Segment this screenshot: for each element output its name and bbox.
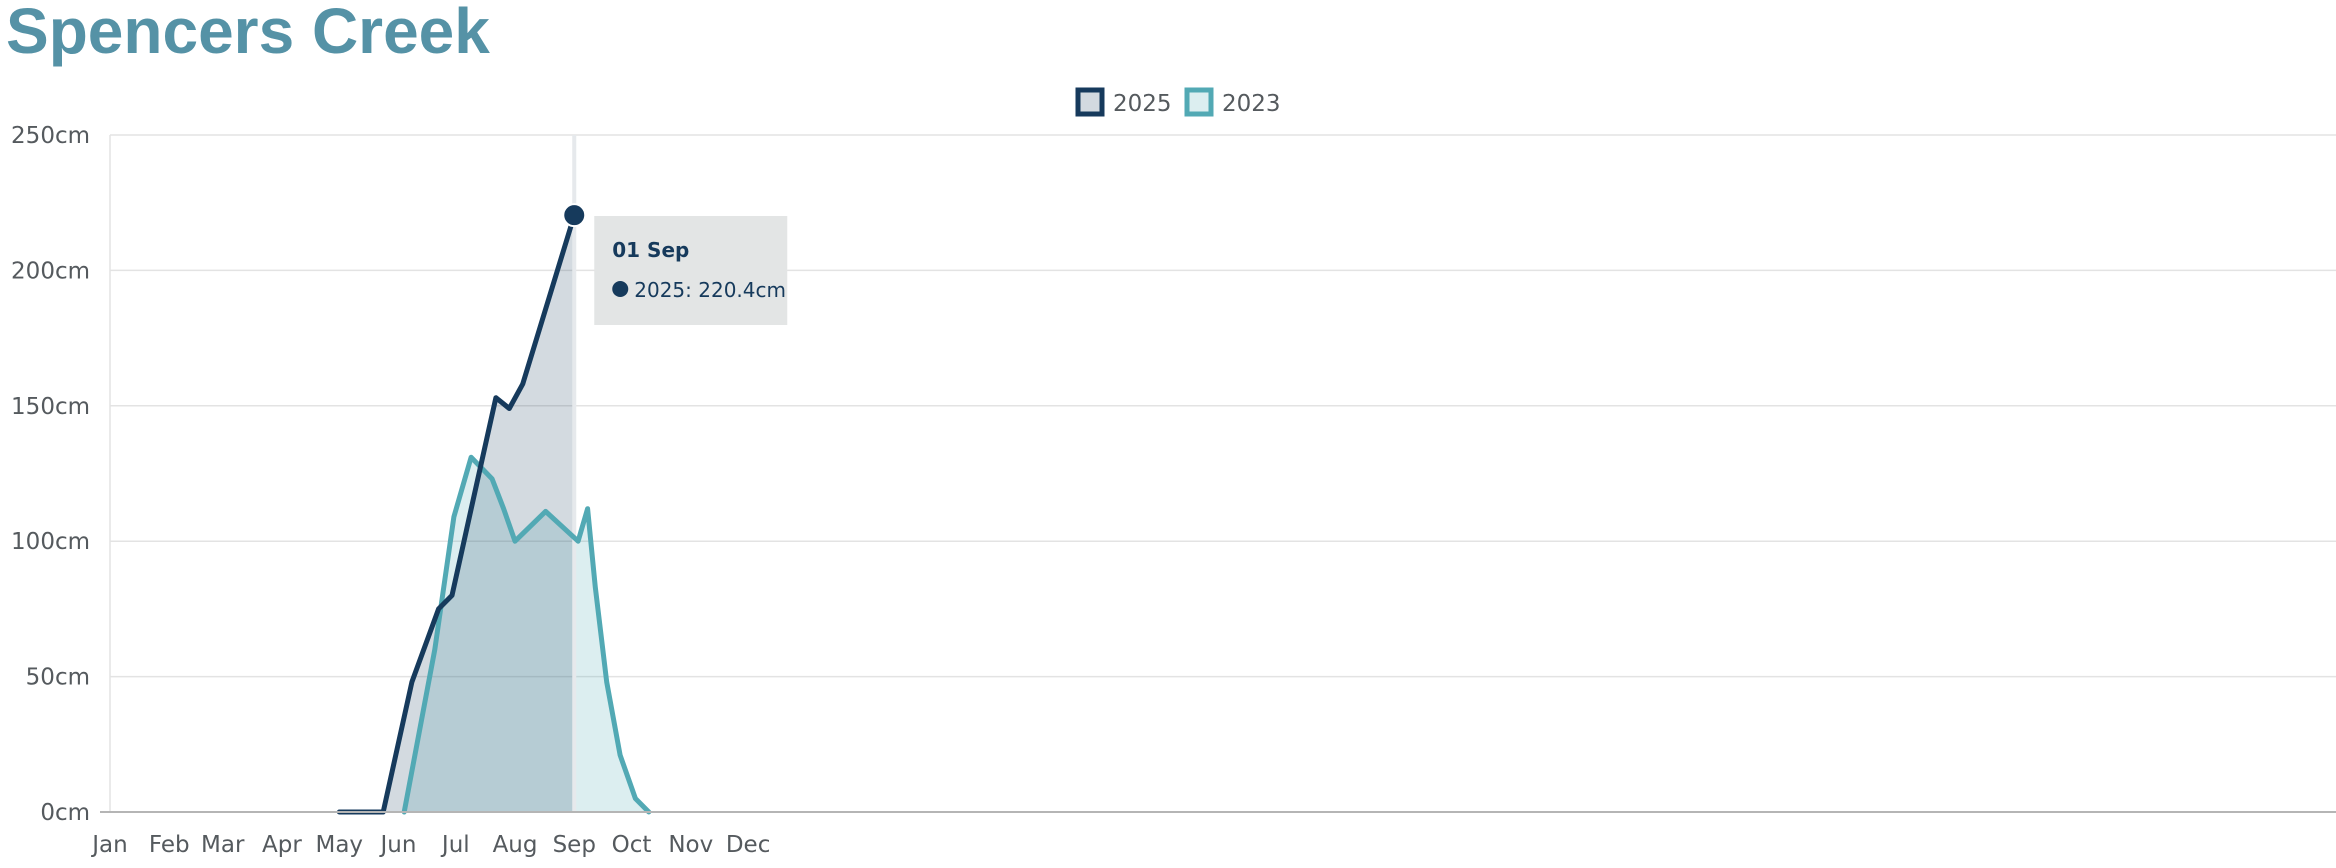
y-tick-label: 200cm [11, 258, 90, 284]
x-tick-label: Jun [379, 832, 417, 858]
y-tick-label: 0cm [40, 800, 90, 826]
area-2025 [339, 215, 575, 812]
legend-label: 2025 [1113, 91, 1172, 117]
legend-swatch-2025 [1075, 87, 1105, 117]
x-tick-label: May [315, 832, 363, 858]
y-tick-label: 250cm [11, 123, 90, 149]
legend: 2025 2023 [1075, 87, 1281, 117]
grid-lines [110, 134, 2336, 678]
x-tick-label: Oct [612, 832, 652, 858]
page-title: Spencers Creek [6, 0, 490, 67]
x-tick-label: Feb [149, 832, 190, 858]
legend-swatch-2023 [1184, 87, 1214, 117]
tooltip-box [594, 216, 788, 325]
y-tick-label: 50cm [26, 665, 90, 691]
tooltip-series-dot [612, 281, 629, 297]
x-tick-label: Jan [90, 832, 127, 858]
x-tick-label: Jul [440, 832, 470, 858]
line-2023 [401, 454, 652, 815]
x-tick-label: Apr [262, 832, 302, 858]
legend-label: 2023 [1222, 91, 1281, 117]
y-tick-label: 100cm [11, 529, 90, 555]
x-tick-label: Sep [553, 832, 596, 858]
tooltip: 01 Sep 2025: 220.4cm [594, 216, 788, 325]
y-axis-tick-labels: 0cm 50cm 100cm 150cm 200cm 250cm [11, 123, 90, 826]
x-tick-label: Mar [201, 832, 245, 858]
x-tick-label: Aug [493, 832, 538, 858]
x-tick-label: Dec [726, 832, 771, 858]
hover-point-marker [562, 203, 587, 228]
x-tick-label: Nov [668, 832, 713, 858]
axes [100, 135, 2336, 813]
y-tick-label: 150cm [11, 394, 90, 420]
tooltip-value: 2025: 220.4cm [634, 278, 786, 302]
x-axis-tick-labels: Jan Feb Mar Apr May Jun Jul Aug Sep Oct Nov Dec [90, 832, 770, 858]
tooltip-title: 01 Sep [612, 238, 689, 262]
